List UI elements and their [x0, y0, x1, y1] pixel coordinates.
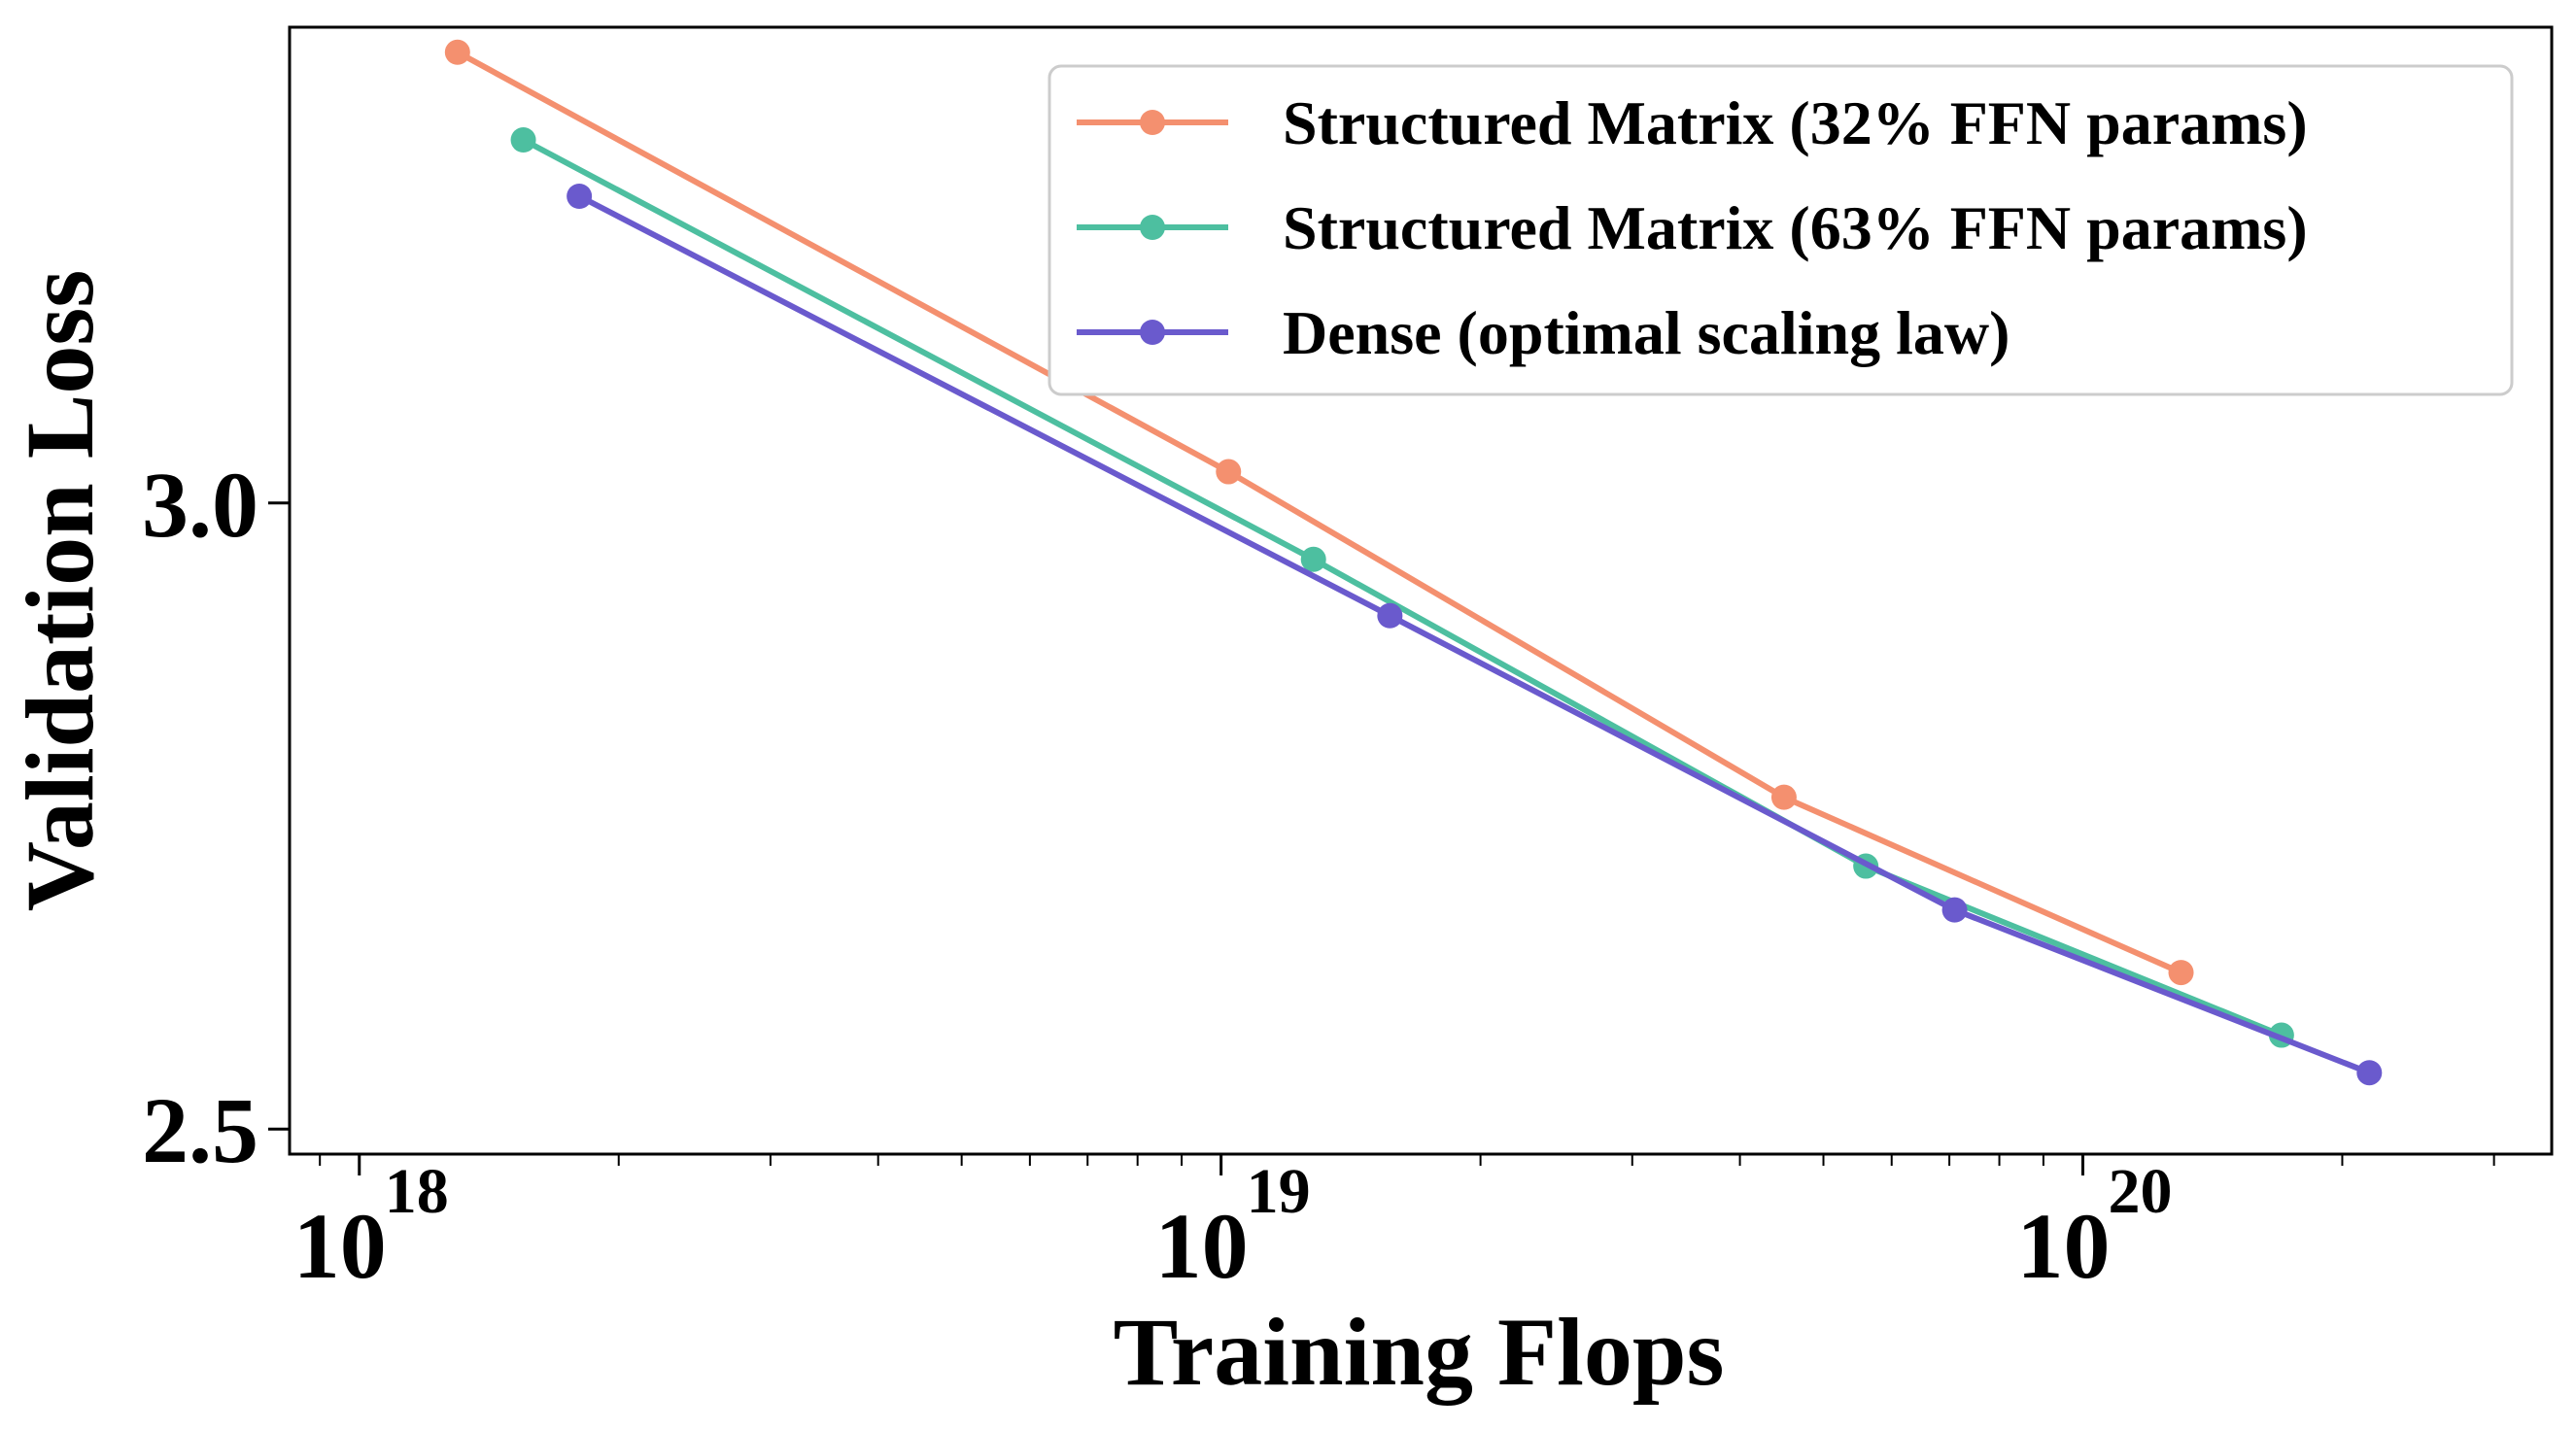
x-tick-label-base: 10	[293, 1194, 387, 1298]
series-3	[567, 184, 2383, 1086]
legend-label: Structured Matrix (32% FFN params)	[1283, 88, 2308, 157]
y-tick-label: 2.5	[142, 1078, 258, 1182]
data-point	[444, 39, 470, 65]
data-point	[1377, 602, 1403, 629]
x-tick-label-base: 10	[2016, 1194, 2110, 1298]
x-tick-label-exponent: 19	[1247, 1156, 1311, 1227]
legend-label: Structured Matrix (63% FFN params)	[1283, 193, 2308, 262]
x-tick-label-base: 10	[1155, 1194, 1249, 1298]
data-point	[1216, 459, 1242, 485]
series-line	[522, 137, 2284, 1038]
y-tick-labels: 2.5 3.0	[142, 453, 258, 1182]
y-tick-label: 3.0	[142, 453, 258, 557]
data-point	[2168, 960, 2194, 986]
x-minor-ticks	[319, 1154, 2495, 1166]
data-point	[1300, 546, 1326, 572]
legend-label: Dense (optimal scaling law)	[1283, 298, 2009, 367]
legend: Structured Matrix (32% FFN params) Struct…	[1048, 64, 2514, 396]
series-line	[577, 193, 2371, 1075]
data-point	[510, 127, 536, 153]
legend-box	[1048, 64, 2514, 396]
series-1	[444, 39, 2194, 986]
legend-item: Dense (optimal scaling law)	[1077, 298, 2009, 367]
data-point	[2356, 1060, 2383, 1086]
series-line	[456, 50, 2182, 975]
legend-marker	[1140, 110, 1165, 135]
data-point	[567, 184, 593, 209]
data-point	[1770, 784, 1797, 810]
data-point	[1941, 897, 1968, 923]
plot-frame	[288, 25, 2554, 1156]
series-layer	[444, 39, 2383, 1086]
x-tick-label-exponent: 18	[385, 1156, 449, 1227]
x-axis-label: Training Flops	[1114, 1298, 1725, 1406]
y-axis-label: Validation Loss	[6, 270, 114, 911]
legend-item: Structured Matrix (32% FFN params)	[1077, 88, 2308, 157]
x-tick-label-exponent: 20	[2108, 1156, 2172, 1227]
y-ticks	[268, 501, 290, 1131]
legend-marker	[1140, 320, 1165, 345]
legend-marker	[1140, 215, 1165, 240]
x-major-ticks	[358, 1154, 2084, 1175]
legend-item: Structured Matrix (63% FFN params)	[1077, 193, 2308, 262]
